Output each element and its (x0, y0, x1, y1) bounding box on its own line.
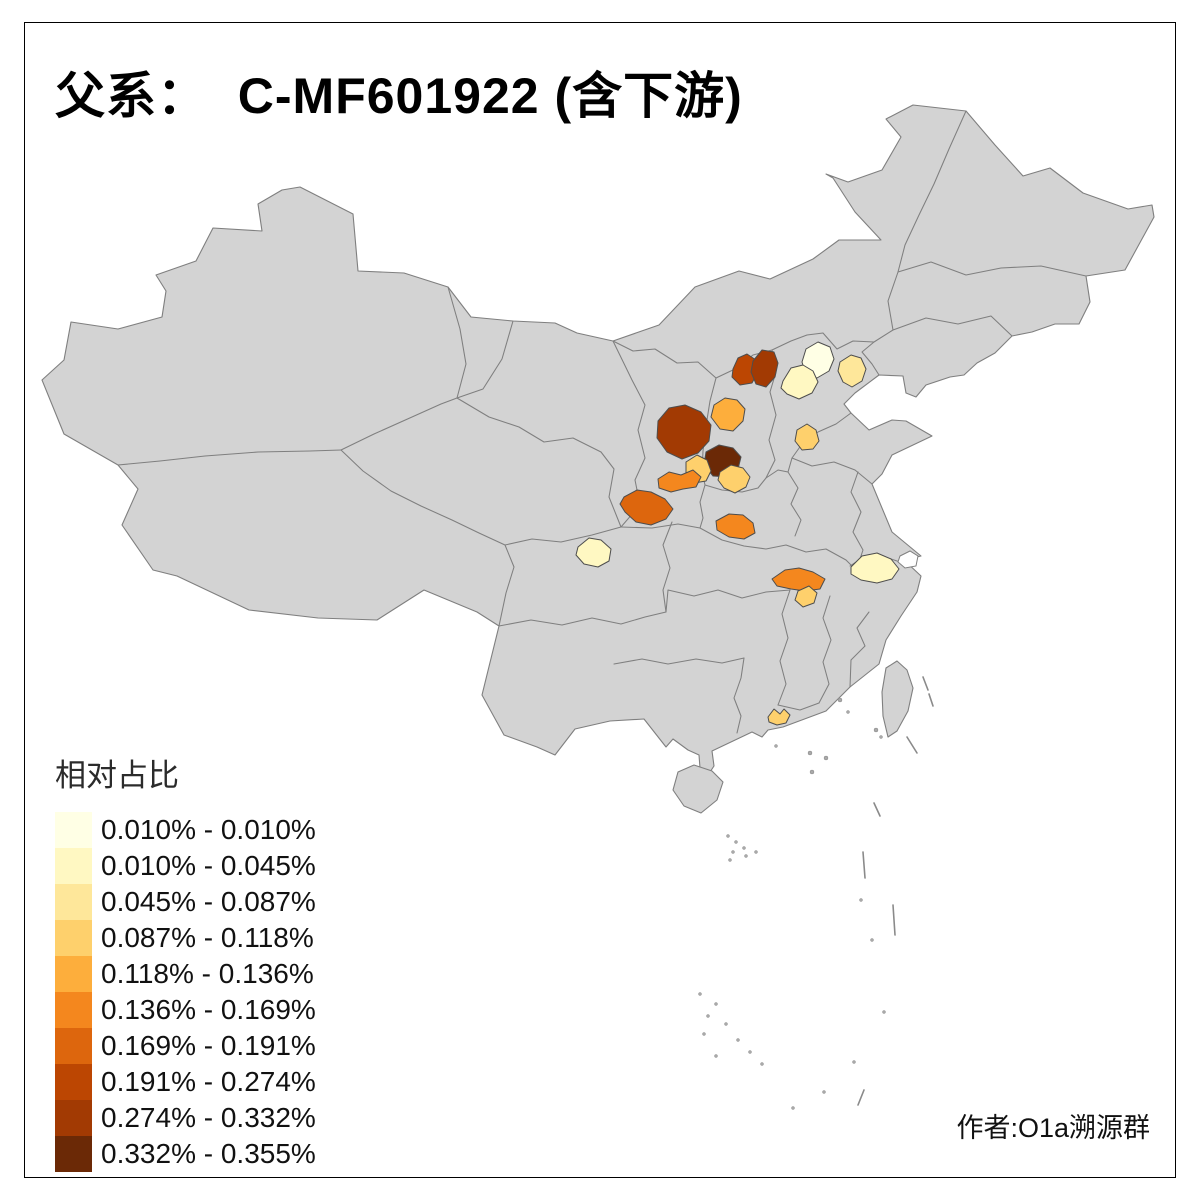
legend-row: 0.274% - 0.332% (55, 1100, 316, 1136)
legend-title: 相对占比 (55, 758, 179, 793)
legend-row: 0.010% - 0.045% (55, 848, 316, 884)
legend-swatch (55, 1064, 92, 1100)
region-yuncheng (717, 464, 751, 494)
region-xiangyang (715, 513, 756, 540)
legend-swatch (55, 812, 92, 848)
legend-swatch (55, 992, 92, 1028)
legend-label: 0.332% - 0.355% (101, 1138, 316, 1169)
legend-swatch (55, 848, 92, 884)
legend-label: 0.010% - 0.010% (101, 814, 316, 845)
legend-row: 0.087% - 0.118% (55, 920, 316, 956)
legend-swatch (55, 920, 92, 956)
legend-row: 0.010% - 0.010% (55, 812, 316, 848)
region-tangshan (837, 354, 867, 388)
legend-row: 0.118% - 0.136% (55, 956, 316, 992)
legend-swatch (55, 1028, 92, 1064)
region-chengdu (575, 537, 612, 568)
region-zhuhai (767, 708, 791, 726)
legend-swatch (55, 884, 92, 920)
author-credit: 作者:O1a溯源群 (956, 1113, 1150, 1143)
shanghai-region (897, 550, 919, 569)
legend: 相对占比 0.010% - 0.010% 0.010% - 0.045% 0.045… (55, 750, 316, 1172)
region-xuancheng (850, 552, 900, 584)
region-liaocheng (794, 423, 820, 451)
legend-label: 0.010% - 0.045% (101, 850, 316, 881)
legend-swatch (55, 1100, 92, 1136)
legend-row: 0.169% - 0.191% (55, 1028, 316, 1064)
legend-swatch (55, 956, 92, 992)
legend-swatch (55, 1136, 92, 1172)
legend-label: 0.191% - 0.274% (101, 1066, 316, 1097)
legend-label: 0.045% - 0.087% (101, 886, 316, 917)
legend-label: 0.136% - 0.169% (101, 994, 316, 1025)
region-huanggang (771, 567, 826, 592)
taiwan-island (881, 660, 914, 738)
legend-rows: 0.010% - 0.010% 0.010% - 0.045% 0.045% - 0… (55, 812, 316, 1172)
china-outline (41, 104, 1155, 776)
legend-label: 0.118% - 0.136% (101, 958, 314, 989)
legend-row: 0.136% - 0.169% (55, 992, 316, 1028)
legend-label: 0.169% - 0.191% (101, 1030, 316, 1061)
legend-label: 0.087% - 0.118% (101, 922, 314, 953)
islands (672, 550, 934, 1110)
shaded-prefectures (575, 341, 900, 726)
region-jiujiang (794, 585, 818, 608)
legend-row: 0.191% - 0.274% (55, 1064, 316, 1100)
region-baoding (780, 364, 819, 400)
legend-row: 0.332% - 0.355% (55, 1136, 316, 1172)
region-xinzhou (710, 397, 746, 432)
plot-frame (24, 22, 1176, 1178)
map-title: 父系： C-MF601922 (含下游) (55, 68, 743, 124)
hainan-island (672, 764, 724, 814)
region-xianyang (657, 469, 702, 493)
region-datong (750, 349, 779, 388)
region-hanzhong (619, 489, 674, 526)
region-yulin (656, 404, 712, 460)
legend-row: 0.045% - 0.087% (55, 884, 316, 920)
legend-label: 0.274% - 0.332% (101, 1102, 316, 1133)
